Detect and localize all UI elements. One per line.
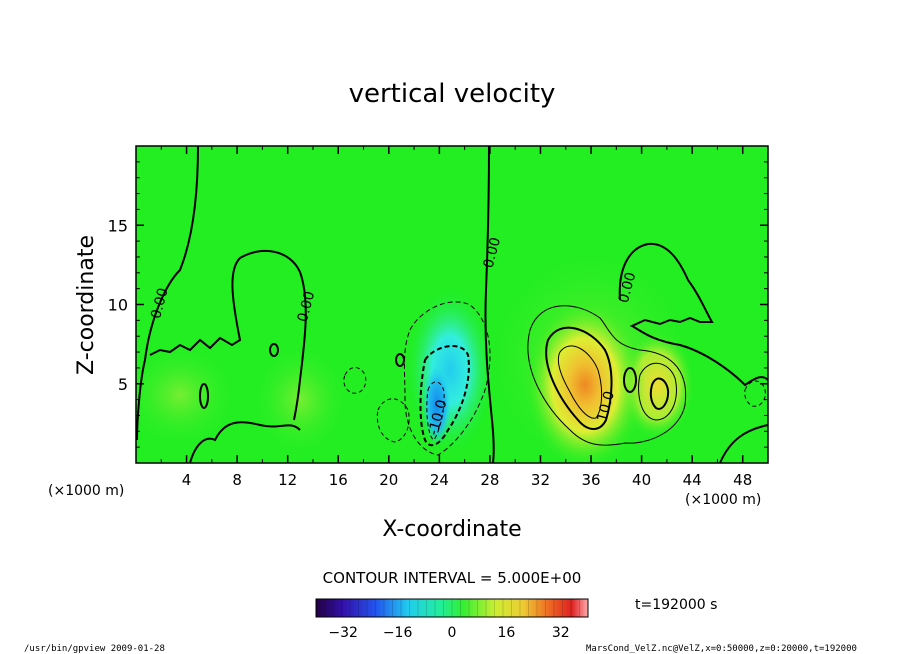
contour-small-center <box>395 353 405 367</box>
zero-contour-left <box>136 146 199 441</box>
x-tick-label: 4 <box>182 471 192 489</box>
contour-negative-10 <box>419 345 470 447</box>
x-unit-left: (×1000 m) <box>48 483 124 499</box>
contour-label: 0.00 <box>295 290 319 324</box>
contour-negative-outer <box>403 301 491 456</box>
colorbar-tick-label: 16 <box>497 625 515 641</box>
contour-positive-10 <box>545 326 613 430</box>
x-tick-label: 44 <box>683 471 702 489</box>
contour-negative-right <box>744 380 766 407</box>
contour-positive-outer <box>527 305 687 446</box>
contour-small-mid <box>269 343 279 357</box>
zero-contour-bottom-left <box>189 421 301 463</box>
y-tick-label: 10 <box>108 296 128 315</box>
contour-labels: 0.00 0.000.000.00-10.0 10.0 <box>148 236 639 438</box>
footer-right: MarsCond_VelZ.nc@VelZ,x=0:50000,z=0:2000… <box>586 644 857 654</box>
contour-label: 0.00 <box>481 236 505 270</box>
contour-positive-secondary <box>638 362 677 421</box>
x-tick-label: 12 <box>278 471 297 489</box>
y-axis: 5 10 15 <box>108 161 768 448</box>
x-tick-label: 8 <box>232 471 242 489</box>
downdraft-shading <box>405 285 495 455</box>
plot-area: 0.00 0.000.000.00-10.0 10.0 <box>136 146 768 463</box>
colorbar-tick-label: −16 <box>383 625 413 641</box>
contour-positive-secondary-inner <box>649 377 670 410</box>
zero-contour-right <box>618 242 768 387</box>
x-tick-label: 28 <box>480 471 499 489</box>
y-axis-label: Z-coordinate <box>74 235 99 375</box>
downdraft-core-shading <box>423 365 451 445</box>
x-tick-label: 24 <box>430 471 449 489</box>
colorbar-tick-label: 32 <box>552 625 570 641</box>
zero-contour-center <box>484 146 495 463</box>
contour-small-right <box>623 367 637 393</box>
x-tick-label: 32 <box>531 471 550 489</box>
contour-lines <box>136 146 768 463</box>
contour-positive-15 <box>557 345 603 419</box>
updraft-main-shading <box>525 300 645 463</box>
x-axis-label: X-coordinate <box>382 517 521 542</box>
x-tick-label: 16 <box>329 471 348 489</box>
colorbar-tick-label: −32 <box>328 625 358 641</box>
x-tick-label: 40 <box>632 471 651 489</box>
x-tick-label: 48 <box>733 471 752 489</box>
footer-left: /usr/bin/gpview 2009-01-28 <box>24 644 165 654</box>
x-unit-right: (×1000 m) <box>685 492 761 508</box>
light-patch-left <box>136 340 240 450</box>
contour-small-left <box>199 383 209 409</box>
contour-interval: CONTOUR INTERVAL = 5.000E+00 <box>323 569 582 587</box>
y-tick-label: 15 <box>108 216 128 235</box>
contour-label: 10.0 <box>594 389 618 423</box>
light-patch-mid <box>250 340 350 460</box>
contour-label: 0.00 <box>616 270 640 304</box>
time-label: t=192000 s <box>635 597 717 613</box>
zero-contour-left-ragged <box>149 249 307 421</box>
contour-negative-small <box>343 367 367 394</box>
chart-title: vertical velocity <box>349 79 556 109</box>
colorbar-ticks: −32 −16 0 16 32 <box>315 599 589 641</box>
zero-contour-bottom-right <box>719 424 768 463</box>
contour-label: 0.00 <box>148 286 172 320</box>
colorbar-tick-label: 0 <box>448 625 457 641</box>
x-tick-label: 20 <box>379 471 398 489</box>
y-tick-label: 5 <box>118 375 128 394</box>
x-tick-label: 36 <box>581 471 600 489</box>
x-axis: 4 8 12 16 20 24 28 32 36 40 44 48 <box>160 146 752 489</box>
